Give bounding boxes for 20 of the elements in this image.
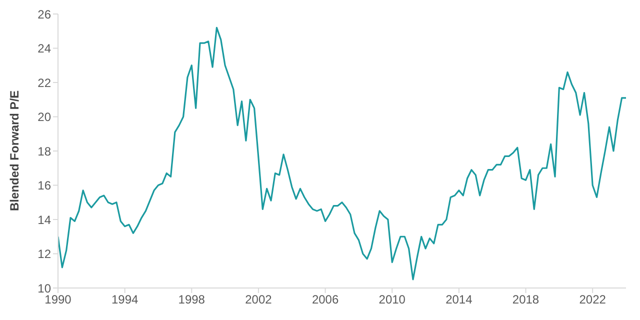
x-tick-label: 2014 <box>446 292 473 307</box>
x-tick-label: 2018 <box>512 292 540 307</box>
y-tick-label: 24 <box>38 42 52 56</box>
y-tick-label: 12 <box>38 247 52 262</box>
x-tick-label: 1994 <box>111 292 138 307</box>
y-tick-label: 10 <box>38 281 52 296</box>
x-tick-label: 2010 <box>378 292 406 307</box>
y-tick-label: 14 <box>38 212 52 227</box>
x-tick-label: 2022 <box>579 292 606 307</box>
y-tick-label: 26 <box>38 7 52 22</box>
y-tick-label: 20 <box>38 110 52 124</box>
x-tick-label: 1990 <box>44 292 72 307</box>
x-tick-label: 1998 <box>178 292 206 307</box>
y-tick-label: 16 <box>38 178 52 193</box>
y-tick-label: 18 <box>38 144 52 158</box>
y-tick-label: 22 <box>38 76 52 90</box>
line-series <box>58 26 626 280</box>
x-tick-label: 2002 <box>245 292 272 307</box>
x-tick-label: 2006 <box>312 292 339 307</box>
y-axis-title: Blended Forward P/E <box>7 90 22 211</box>
